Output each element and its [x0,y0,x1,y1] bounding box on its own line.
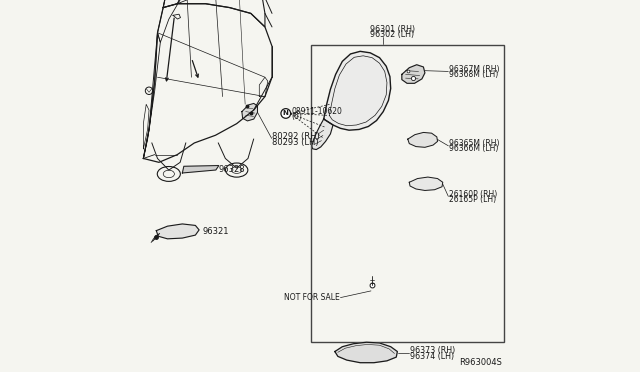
Polygon shape [408,132,438,147]
Text: 96368M (LH): 96368M (LH) [449,70,499,79]
Polygon shape [335,342,397,363]
Text: 96328: 96328 [219,165,246,174]
Text: 08911-10620: 08911-10620 [292,107,342,116]
Bar [310,45,504,342]
Text: 26165P (LH): 26165P (LH) [449,195,496,204]
Text: 96321: 96321 [202,227,228,236]
Polygon shape [402,65,425,83]
Text: (6): (6) [292,112,303,121]
Polygon shape [242,103,257,121]
Circle shape [281,109,291,118]
Text: N: N [283,110,289,116]
Polygon shape [410,177,443,190]
Text: 80292 (RH): 80292 (RH) [273,132,320,141]
Text: 96365M (RH): 96365M (RH) [449,139,500,148]
Text: 80293 (LH): 80293 (LH) [273,138,319,147]
Text: 96373 (RH): 96373 (RH) [410,346,455,355]
Text: 96302 (LH): 96302 (LH) [370,31,414,39]
Text: 96374 (LH): 96374 (LH) [410,352,454,361]
Text: 96301 (RH): 96301 (RH) [370,25,415,34]
Text: 96367M (RH): 96367M (RH) [449,65,500,74]
Polygon shape [163,0,191,7]
Text: 96366M (LH): 96366M (LH) [449,144,499,153]
Polygon shape [182,166,219,173]
Text: R963004S: R963004S [460,358,502,367]
Polygon shape [312,119,333,150]
Polygon shape [324,51,390,130]
Polygon shape [177,0,203,4]
Text: 26160P (RH): 26160P (RH) [449,190,497,199]
Polygon shape [156,224,199,239]
Text: NOT FOR SALE: NOT FOR SALE [284,293,339,302]
